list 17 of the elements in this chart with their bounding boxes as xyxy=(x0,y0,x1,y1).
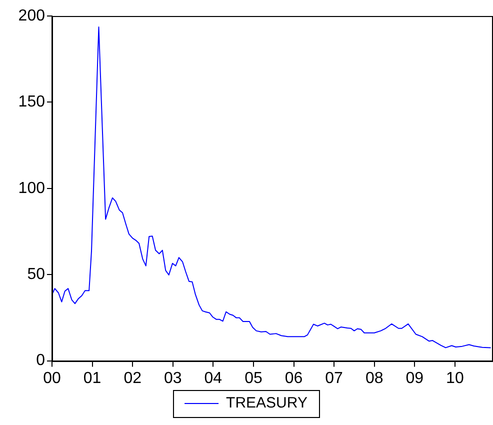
y-tick-label: 0 xyxy=(36,352,46,370)
y-tick-label: 50 xyxy=(27,266,46,284)
x-tick-label: 04 xyxy=(204,370,222,387)
legend-label: TREASURY xyxy=(226,394,308,412)
x-tick-label: 01 xyxy=(83,370,102,387)
x-tick-label: 09 xyxy=(406,370,424,387)
x-tick-label: 06 xyxy=(284,370,303,387)
x-tick-label: 02 xyxy=(124,370,142,387)
x-tick-label: 00 xyxy=(43,370,61,387)
x-tick-label: 07 xyxy=(325,370,344,387)
x-tick-label: 10 xyxy=(446,370,464,387)
y-tick-label: 150 xyxy=(18,94,46,111)
y-tick-label: 200 xyxy=(18,7,46,24)
x-tick-label: 05 xyxy=(244,370,262,387)
y-tick-label: 100 xyxy=(18,180,46,197)
x-tick-label: 03 xyxy=(164,370,182,387)
x-tick-label: 08 xyxy=(365,370,384,387)
